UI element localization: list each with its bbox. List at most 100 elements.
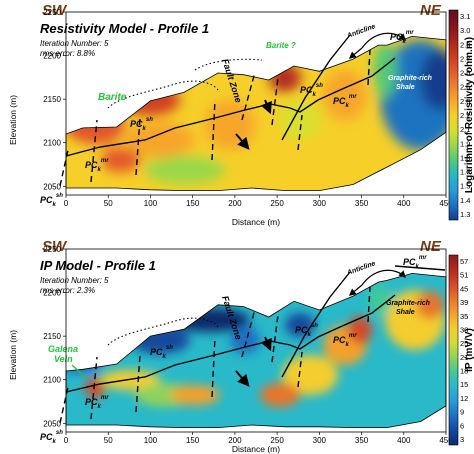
ip-rms: rms error: 2.3% bbox=[40, 286, 95, 295]
fault-line bbox=[367, 286, 371, 323]
ip-y-ticks: 2050 2100 2150 2200 2250 bbox=[43, 245, 66, 428]
y-tick-label: 2200 bbox=[43, 289, 61, 298]
pc-kmr-label: PCkmr bbox=[333, 94, 357, 109]
svg-text:PCkmr: PCkmr bbox=[333, 333, 357, 348]
resistivity-y-label: Elevation (m) bbox=[8, 95, 18, 145]
colorbar-tick-label: 15 bbox=[460, 380, 468, 389]
y-tick-label: 2150 bbox=[43, 95, 61, 104]
x-tick-label: 450 bbox=[439, 199, 453, 208]
ip-x-label: Distance (m) bbox=[232, 444, 280, 454]
colorbar-tick-label: 1.7 bbox=[460, 168, 470, 177]
fault-line bbox=[59, 149, 69, 187]
resistivity-x-label: Distance (m) bbox=[232, 217, 280, 227]
ip-y-label: Elevation (m) bbox=[8, 330, 18, 380]
colorbar-tick-label: 21 bbox=[460, 353, 468, 362]
resistivity-colorbar bbox=[448, 9, 459, 221]
resistivity-colorbar-ticks: 3.1 3.0 2.9 2.7 2.6 2.5 2.3 2.2 2.1 1.9 1.8 1.7 1.5 1… bbox=[460, 12, 470, 219]
fault-arrow bbox=[235, 370, 250, 387]
graphite-label-1: Graphite-rich bbox=[386, 300, 430, 307]
fault-line bbox=[211, 336, 216, 398]
colorbar-tick-label: 2.6 bbox=[460, 69, 470, 78]
colorbar-tick-label: 3 bbox=[460, 435, 464, 444]
colorbar-tick-label: 1.9 bbox=[460, 139, 470, 148]
x-tick-label: 400 bbox=[397, 199, 411, 208]
svg-text:PCksh: PCksh bbox=[40, 430, 63, 445]
outline-dotted bbox=[107, 317, 219, 346]
graphite-label-2: Shale bbox=[396, 309, 415, 316]
y-tick-label: 2150 bbox=[43, 332, 61, 341]
fault-line bbox=[90, 119, 98, 183]
colorbar-tick-label: 1.4 bbox=[460, 196, 470, 205]
colorbar-tick-label: 2.2 bbox=[460, 111, 470, 120]
pc-ksh-label: PCksh bbox=[130, 117, 153, 132]
colorbar-tick-label: 51 bbox=[460, 271, 468, 280]
resistivity-section-outline bbox=[65, 35, 447, 191]
colorbar-tick-label: 3.1 bbox=[460, 12, 470, 21]
colorbar-tick-label: 18 bbox=[460, 367, 468, 376]
sw-label: SW bbox=[42, 238, 68, 255]
y-tick-label: 2200 bbox=[43, 52, 61, 61]
x-tick-label: 50 bbox=[104, 199, 113, 208]
resistivity-iteration: Iteration Number: 5 bbox=[40, 39, 109, 48]
y-tick-label: 2050 bbox=[43, 419, 61, 428]
y-tick-label: 2250 bbox=[43, 8, 61, 17]
colorbar-tick-label: 1.3 bbox=[460, 210, 470, 219]
pc-ksh-label: PCksh bbox=[300, 83, 323, 98]
x-tick-label: 250 bbox=[270, 436, 284, 445]
ip-geology bbox=[59, 265, 446, 424]
anticline-arrow bbox=[361, 269, 407, 286]
galena-pointer bbox=[71, 364, 89, 381]
y-tick-label: 2100 bbox=[43, 139, 61, 148]
pc-ksh-label: PCksh bbox=[40, 193, 63, 208]
ip-x-ticks: 0 50 100 150 200 250 300 350 400 450 bbox=[64, 432, 453, 445]
sw-label: SW bbox=[42, 2, 68, 19]
ne-label: NE bbox=[420, 238, 442, 255]
x-tick-label: 100 bbox=[144, 436, 158, 445]
svg-text:PCksh: PCksh bbox=[300, 83, 323, 98]
svg-text:PCkmr: PCkmr bbox=[390, 30, 414, 45]
x-tick-label: 100 bbox=[144, 199, 158, 208]
pc-kmr-label: PCkmr bbox=[333, 333, 357, 348]
pc-ksh-label: PCksh bbox=[295, 323, 318, 338]
pc-kmr-label: PCkmr bbox=[403, 255, 427, 270]
x-tick-label: 150 bbox=[186, 199, 200, 208]
pc-kmr-label: PCkmr bbox=[85, 395, 109, 410]
fault-line bbox=[271, 77, 279, 126]
y-tick-label: 2050 bbox=[43, 182, 61, 191]
anticline-limb bbox=[281, 271, 351, 378]
colorbar-tick-label: 39 bbox=[460, 298, 468, 307]
colorbar-tick-label: 30 bbox=[460, 325, 468, 334]
colorbar-tick-label: 2.5 bbox=[460, 83, 470, 92]
galena-label-2: Vein bbox=[54, 354, 73, 364]
anticline-arrow bbox=[361, 32, 407, 49]
ip-section-outline bbox=[65, 272, 447, 428]
x-tick-label: 250 bbox=[270, 199, 284, 208]
resistivity-x-ticks: 0 50 100 150 200 250 300 350 400 450 bbox=[64, 195, 453, 208]
anticline-arrow bbox=[348, 47, 363, 59]
pc-kmr-label: PCkmr bbox=[390, 30, 414, 45]
svg-text:PCksh: PCksh bbox=[295, 323, 318, 338]
fault-line bbox=[241, 71, 256, 121]
formation-boundary bbox=[394, 265, 446, 271]
barite-q-label: Barite ? bbox=[266, 41, 296, 50]
colorbar-tick-label: 12 bbox=[460, 394, 468, 403]
x-tick-label: 150 bbox=[186, 436, 200, 445]
pc-ksh-label: PCksh bbox=[40, 430, 63, 445]
resistivity-title: Resistivity Model - Profile 1 bbox=[40, 21, 209, 36]
fault-arrow bbox=[260, 99, 272, 115]
svg-text:PCkmr: PCkmr bbox=[403, 255, 427, 270]
fault-arrow bbox=[260, 336, 272, 352]
colorbar-tick-label: 2.1 bbox=[460, 125, 470, 134]
fault-line bbox=[297, 351, 303, 388]
colorbar-tick-label: 1.8 bbox=[460, 153, 470, 162]
svg-text:PCkmr: PCkmr bbox=[85, 395, 109, 410]
x-tick-label: 350 bbox=[355, 199, 369, 208]
fault-arrow bbox=[235, 133, 250, 150]
fault-line bbox=[59, 386, 69, 424]
fault-line bbox=[90, 356, 98, 420]
fault-line bbox=[271, 314, 279, 363]
colorbar-tick-label: 2.9 bbox=[460, 40, 470, 49]
x-tick-label: 200 bbox=[228, 199, 242, 208]
ip-colorbar bbox=[448, 254, 459, 446]
